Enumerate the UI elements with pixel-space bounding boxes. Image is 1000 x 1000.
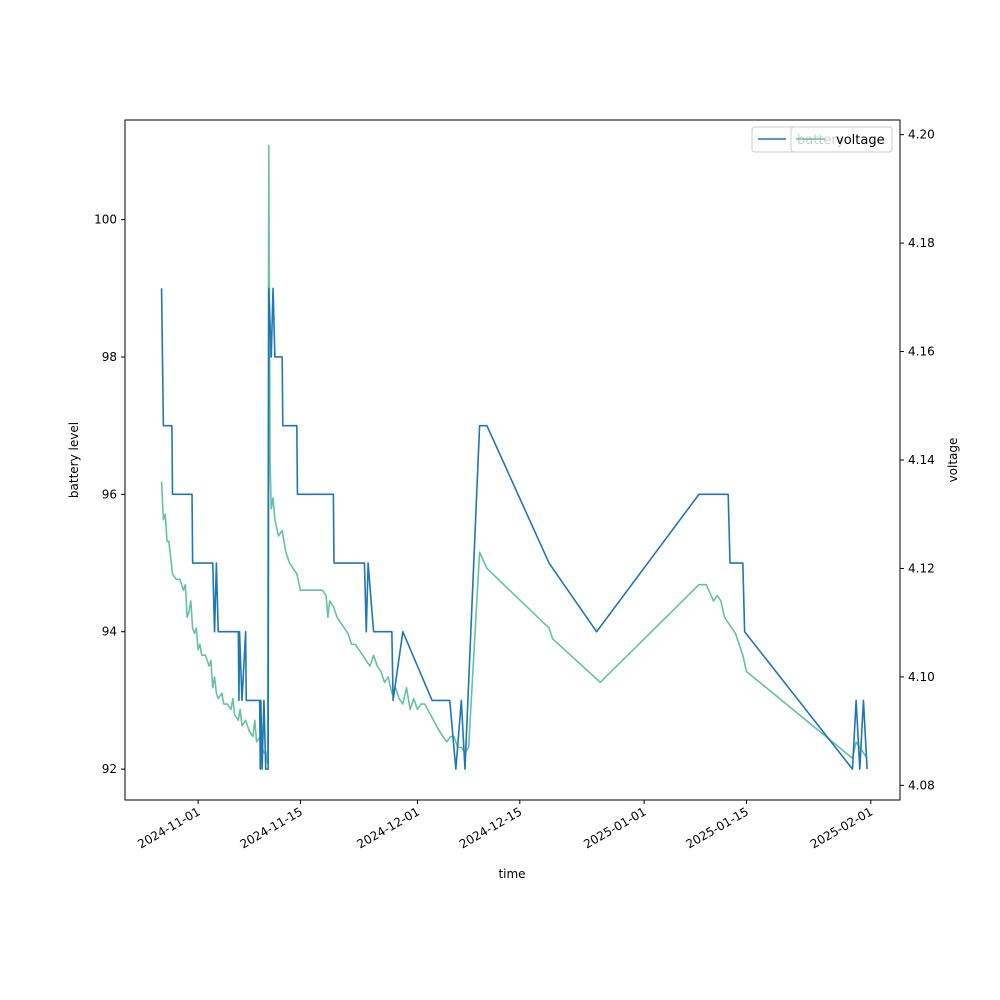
plot-lines (160, 144, 868, 770)
right-y-tick-label: 4.12 (908, 561, 935, 575)
legend-voltage-label: voltage (836, 133, 885, 148)
series-line-voltage (160, 144, 868, 765)
right-y-tick-label: 4.14 (908, 453, 935, 467)
legend-voltage: voltage (790, 126, 893, 153)
left-y-tick-label: 92 (102, 762, 117, 776)
right-y-tick-label: 4.20 (908, 128, 935, 142)
right-y-tick-label: 4.08 (908, 778, 935, 792)
right-y-tick-label: 4.10 (908, 670, 935, 684)
left-y-tick-label: 96 (102, 487, 117, 501)
right-y-axis: 4.08 4.10 4.12 4.14 4.16 4.18 4.20 (900, 128, 935, 792)
left-y-tick-label: 100 (94, 213, 117, 227)
series-line-battery (160, 287, 868, 770)
left-y-axis-label: battery level (67, 422, 81, 498)
right-y-tick-label: 4.18 (908, 236, 935, 250)
right-y-axis-label: voltage (946, 438, 960, 483)
right-y-tick-label: 4.16 (908, 345, 935, 359)
x-axis-label: time (498, 867, 525, 881)
legend-voltage-box (790, 126, 893, 153)
left-y-tick-label: 94 (102, 625, 117, 639)
left-y-tick-label: 98 (102, 350, 117, 364)
left-y-axis: 92 94 96 98 100 (94, 213, 125, 776)
